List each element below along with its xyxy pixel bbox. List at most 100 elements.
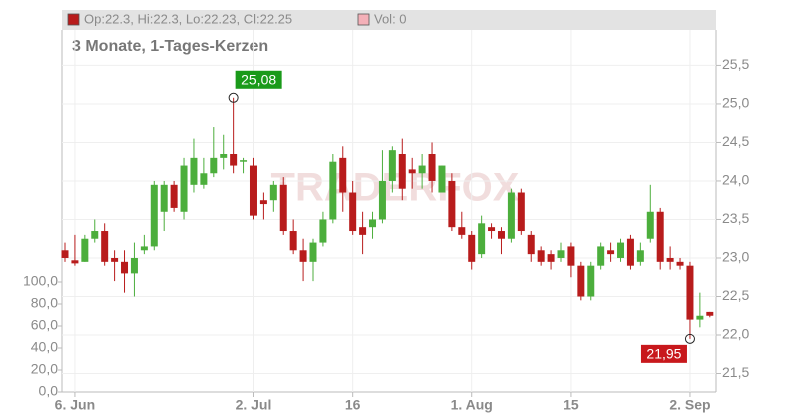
candle-body [180,165,188,212]
ohlc-info: Op:22.3, Hi:22.3, Lo:22.23, Cl:22.25 [84,11,292,26]
candle-body [91,231,99,239]
candle-body [497,231,505,239]
chart-title: 3 Monate, 1-Tages-Kerzen [72,38,268,55]
annotation-box [640,344,687,363]
candle-body [269,184,277,201]
y2-tick-label: 0,0 [39,383,59,399]
candle-body [458,227,466,235]
ohlc-icon [67,13,80,26]
candle-body [478,223,486,255]
candle-body [388,150,396,181]
y-tick-label: 23,5 [722,210,749,226]
candle-body [636,250,644,262]
y2-tick-label: 20,0 [31,361,58,377]
candle-body [428,154,436,181]
candle-body [567,246,575,266]
candle-body [577,265,585,297]
candle-body [398,154,406,189]
candle-body [150,184,158,247]
annotation-label: 21,95 [646,346,681,362]
annotation-label: 25,08 [241,71,276,87]
candle-body [438,165,446,193]
candle-body [170,184,178,208]
candle-body [686,265,694,320]
candle-body [121,261,129,274]
candle-body [706,311,714,316]
y-tick-label: 25,0 [722,95,749,111]
candle-body [557,250,565,258]
candle-body [210,157,218,174]
x-tick-label: 16 [345,397,361,413]
y2-tick-label: 60,0 [31,317,58,333]
candle-body [507,192,515,239]
candle-body [607,250,615,255]
candle-body [359,227,367,235]
candle-body [319,219,327,243]
volume-info: Vol: 0 [374,11,407,26]
candle-body [190,157,198,185]
candle-body [299,250,307,262]
candle-body [587,265,595,297]
candle-body [676,261,684,266]
candle-body [517,192,525,232]
candle-body [81,238,89,262]
candle-body [309,242,317,262]
x-tick-label: 6. Jun [55,397,95,413]
candle-body [547,254,555,262]
y-tick-label: 23,0 [722,249,749,265]
candle-body [448,180,456,228]
candle-body [646,211,654,239]
y2-tick-label: 40,0 [31,339,58,355]
candle-body [130,257,138,274]
candle-body [249,165,257,216]
candle-body [527,234,535,255]
candle-body [101,231,109,262]
candle-body [230,154,238,166]
info-bar [62,10,716,30]
x-tick-label: 2. Jul [236,397,272,413]
candle-body [200,173,208,185]
candle-body [140,246,148,251]
volume-icon [357,13,370,26]
y-tick-label: 21,5 [722,364,749,380]
y-tick-label: 24,0 [722,172,749,188]
candle-body [418,165,426,174]
candle-body [220,154,228,158]
y-tick-label: 22,5 [722,287,749,303]
candle-body [339,157,347,193]
candle-body [666,257,674,262]
candle-body [617,242,625,258]
y2-tick-label: 100,0 [23,273,58,289]
candle-body [240,160,248,162]
candle-body [468,234,476,262]
candle-body [369,219,377,228]
y-tick-label: 25,5 [722,56,749,72]
candle-body [488,227,496,232]
candle-body [259,200,267,205]
y2-tick-label: 80,0 [31,295,58,311]
annotation-box [235,70,282,89]
candle-body [656,211,664,262]
candle-body [71,260,79,264]
x-tick-label: 15 [563,397,579,413]
candle-body [289,231,297,251]
annotation-point [684,333,695,344]
candle-body [408,169,416,174]
x-tick-label: 1. Aug [451,397,493,413]
candle-body [626,238,634,266]
candle-body [160,184,168,212]
y-tick-label: 24,5 [722,133,749,149]
candle-body [537,250,545,262]
candle-body [597,246,605,266]
annotation-point [228,92,239,103]
candle-body [279,184,287,232]
candle-body [61,250,69,258]
x-tick-label: 2. Sep [669,397,710,413]
candle-body [378,180,386,220]
candle-body [696,315,704,320]
candle-body [349,192,357,232]
y-tick-label: 22,0 [722,326,749,342]
candle-body [111,257,119,262]
candle-body [329,161,337,220]
